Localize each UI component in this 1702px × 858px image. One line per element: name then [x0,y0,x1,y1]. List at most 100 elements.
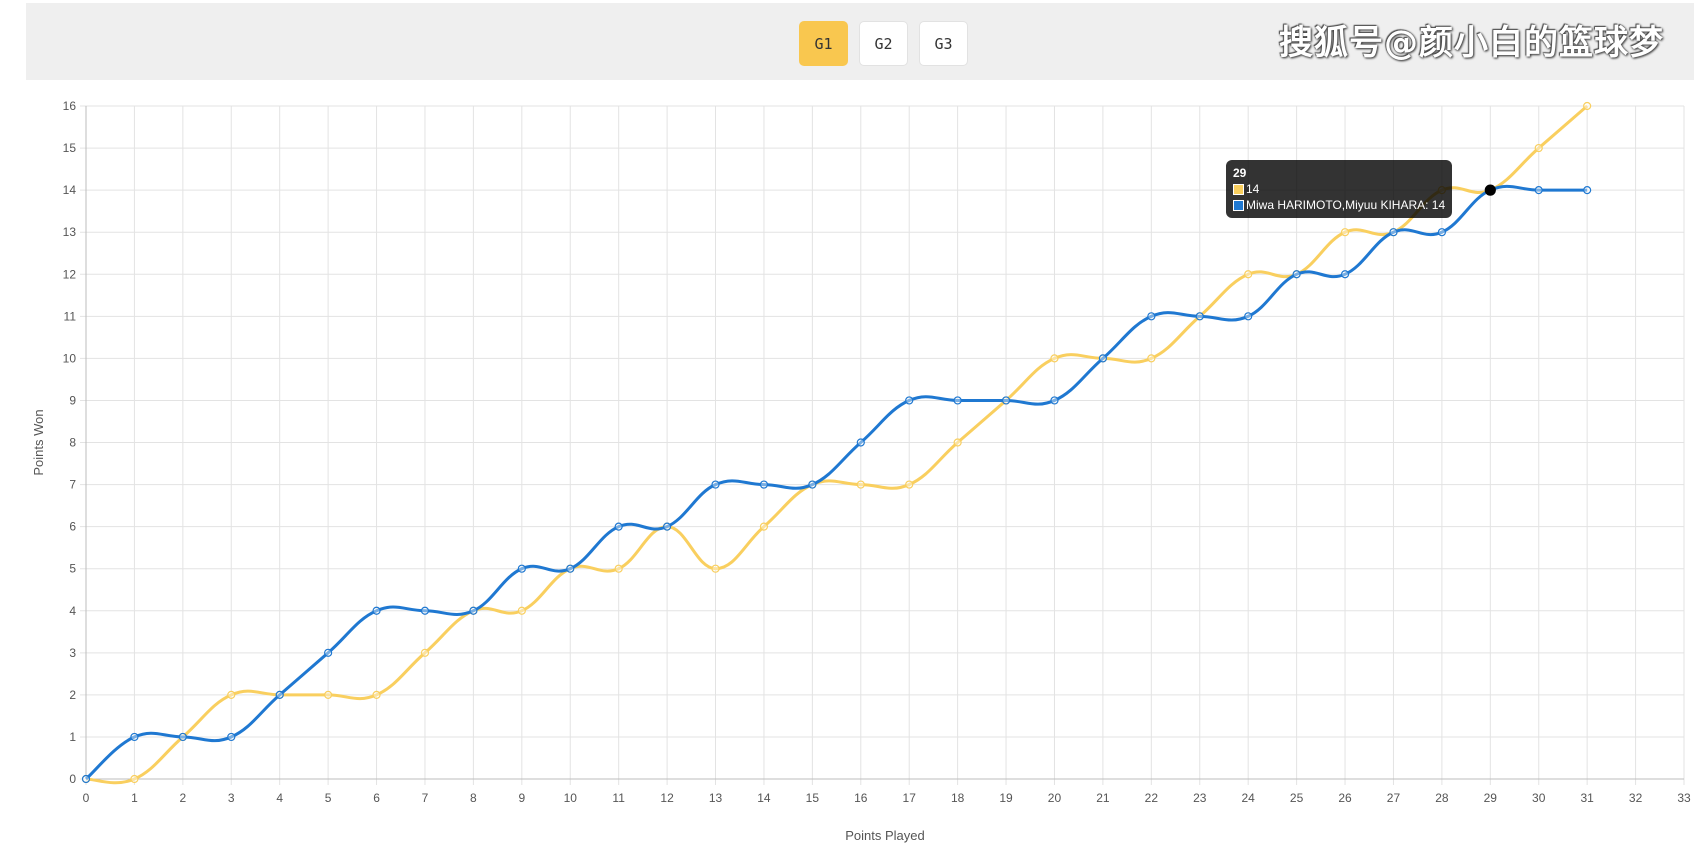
x-tick-label: 29 [1484,791,1498,805]
x-tick-label: 5 [325,791,332,805]
data-point [420,606,430,615]
x-tick-label: 1 [131,791,138,805]
x-tick-label: 25 [1290,791,1304,805]
x-tick-label: 18 [951,791,965,805]
data-point [1534,143,1543,153]
data-point [517,606,526,615]
tooltip-line: Miwa HARIMOTO,Miyuu KIHARA: 14 [1246,198,1446,212]
x-tick-label: 11 [612,791,625,805]
tab-g2[interactable]: G2 [859,21,908,66]
data-point [566,564,575,573]
data-point [227,732,236,742]
chart-tooltip: 29 14 Miwa HARIMOTO,Miyuu KIHARA: 14 [1226,160,1453,218]
x-tick-label: 19 [999,791,1013,805]
x-tick-label: 6 [373,791,380,805]
data-point [275,690,284,699]
x-tick-label: 28 [1435,791,1449,805]
y-tick-label: 10 [63,351,77,365]
data-point [372,606,381,615]
x-tick-label: 27 [1387,791,1401,805]
y-tick-label: 0 [69,772,76,786]
x-tick-label: 32 [1629,791,1643,805]
tab-g3[interactable]: G3 [919,21,968,66]
x-tick-label: 14 [757,791,771,805]
data-point [81,774,91,784]
tooltip-row: 14 [1233,181,1445,197]
data-point [808,480,817,489]
data-point [372,690,381,699]
y-tick-label: 6 [69,520,76,534]
x-tick-label: 8 [470,791,477,805]
data-point [1050,354,1059,363]
data-point [469,606,478,615]
series-line-0 [85,104,1589,785]
x-tick-label: 10 [564,791,578,805]
data-point [759,522,769,531]
data-point [178,732,187,742]
data-point [1292,270,1301,279]
x-tick-label: 7 [422,791,429,805]
x-tick-label: 4 [276,791,283,805]
y-tick-label: 2 [69,688,76,702]
legend-swatch [1233,183,1244,195]
data-point [905,480,914,489]
y-tick-label: 16 [63,99,77,113]
data-point [1147,354,1156,363]
top-bar: G1 G2 G3 搜狐号@颜小白的篮球梦 [26,3,1694,80]
data-point [953,438,962,447]
x-tick-label: 20 [1048,791,1062,805]
data-point [1050,396,1059,405]
game-tabs: G1 G2 G3 [799,21,968,66]
x-tick-label: 22 [1145,791,1159,805]
y-tick-label: 7 [69,478,76,492]
tooltip-row: Miwa HARIMOTO,Miyuu KIHARA: 14 [1233,197,1445,213]
data-point [711,480,720,489]
data-point [662,522,672,531]
tooltip-line: 14 [1246,182,1260,196]
data-point [324,648,333,657]
y-tick-label: 13 [63,225,77,239]
data-point [1437,228,1446,237]
x-tick-label: 16 [854,791,868,805]
data-point [1098,354,1108,363]
y-axis-label: Points Won [31,409,46,475]
data-point [856,438,865,447]
y-tick-label: 3 [69,646,76,660]
data-point [1389,228,1398,237]
x-tick-label: 13 [709,791,723,805]
tab-g1[interactable]: G1 [799,21,848,66]
legend-swatch [1233,199,1244,211]
x-tick-label: 31 [1580,791,1594,805]
data-point [1147,312,1156,321]
data-point [711,564,720,573]
data-point [1001,396,1011,405]
data-point [420,648,430,657]
data-point [614,564,623,573]
x-axis-label: Points Played [845,828,925,843]
data-point [856,480,865,489]
x-tick-label: 23 [1193,791,1207,805]
data-point [1534,186,1543,195]
y-tick-label: 12 [63,267,77,281]
y-tick-label: 15 [63,141,77,155]
data-point [1244,270,1253,279]
x-tick-label: 21 [1096,791,1110,805]
x-tick-label: 9 [518,791,525,805]
data-point [614,522,623,531]
y-tick-label: 4 [69,604,76,618]
data-point [905,396,914,405]
series-line-1 [84,184,1588,781]
x-tick-label: 15 [806,791,820,805]
data-point [1583,101,1592,111]
y-tick-label: 8 [69,436,76,450]
data-point [1484,184,1496,196]
data-point [1244,312,1253,321]
y-tick-label: 1 [69,730,76,744]
data-point [1340,228,1350,237]
data-point [130,774,139,784]
data-point [1340,270,1350,279]
x-tick-label: 24 [1242,791,1256,805]
x-tick-label: 26 [1338,791,1352,805]
data-point [1195,312,1204,321]
